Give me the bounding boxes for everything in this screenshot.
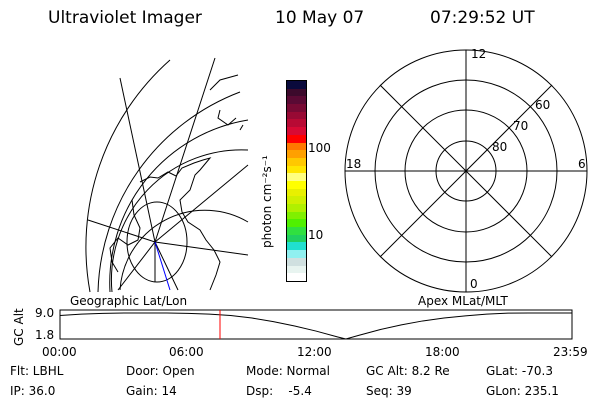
filter-info: Flt: LBHL (10, 364, 64, 378)
mlat-80: 80 (492, 140, 508, 154)
colorbar-band (287, 134, 306, 143)
colorbar-band (287, 165, 306, 174)
colorbar-band (287, 111, 306, 120)
colorbar-band (287, 211, 306, 220)
latitude-arc (85, 59, 171, 293)
latitude-arc (97, 91, 241, 293)
mode-info: Mode: Normal (246, 364, 330, 378)
altitude-curve (59, 312, 572, 340)
xtick-0600: 06:00 (169, 345, 204, 359)
mlat-60: 60 (535, 98, 551, 112)
colorbar-band (287, 88, 306, 97)
time-label: 07:29:52 UT (430, 8, 535, 28)
colorbar-band (287, 119, 306, 128)
colorbar-band (287, 81, 306, 89)
ytick-1-8: 1.8 (35, 328, 55, 342)
glat-info: GLat: -70.3 (486, 364, 553, 378)
ytick-9: 9.0 (35, 306, 55, 320)
colorbar-band (287, 150, 306, 158)
date-label: 10 May 07 (275, 8, 365, 28)
xtick-2359: 23:59 (553, 345, 588, 359)
latitude-arc (119, 209, 249, 291)
colorbar-band (287, 180, 306, 189)
xtick-1800: 18:00 (425, 345, 460, 359)
seq-info: Seq: 39 (366, 384, 412, 398)
coastline (139, 157, 221, 291)
door-info: Door: Open (126, 364, 195, 378)
colorbar-band (287, 157, 306, 166)
ip-info: IP: 36.0 (10, 384, 56, 398)
colorbar-band (287, 188, 306, 197)
instrument-title: Ultraviolet Imager (48, 8, 202, 28)
gain-info: Gain: 14 (126, 384, 177, 398)
mlt-0: 0 (470, 277, 478, 291)
glon-info: GLon: 235.1 (486, 384, 559, 398)
latitude-circle (126, 201, 188, 283)
xtick-1200: 12:00 (297, 345, 332, 359)
colorbar-band (287, 127, 306, 135)
colorbar-tick-100: 100 (308, 141, 331, 155)
meridian-line (119, 77, 156, 243)
colorbar-band (287, 257, 306, 266)
mlt-18: 18 (346, 157, 362, 171)
mlat-70: 70 (513, 119, 529, 133)
altitude-plot-frame (59, 309, 573, 340)
colorbar-band (287, 104, 306, 112)
colorbar-band (287, 250, 306, 258)
meridian-line (154, 164, 249, 243)
track-line (154, 241, 171, 291)
colorbar-band (287, 265, 306, 274)
colorbar-band (287, 196, 306, 204)
colorbar-band (287, 242, 306, 251)
coastline (209, 74, 244, 131)
geographic-label: Geographic Lat/Lon (70, 294, 188, 308)
colorbar-band (287, 227, 306, 235)
dsp-info: Dsp: -5.4 (246, 384, 312, 398)
colorbar-band (287, 234, 306, 243)
colorbar-band (287, 142, 306, 151)
meridian-line (154, 57, 216, 243)
coastline (109, 199, 141, 273)
colorbar-tick-10: 10 (308, 228, 324, 242)
xtick-0000: 00:00 (42, 345, 77, 359)
latitude-arc (110, 149, 249, 293)
colorbar-band (287, 273, 306, 281)
mlt-6: 6 (578, 157, 586, 171)
colorbar-band (287, 204, 306, 212)
apex-label: Apex MLat/MLT (418, 294, 508, 308)
colorbar-band (287, 173, 306, 181)
mlt-12: 12 (471, 47, 487, 61)
gc-alt-info: GC Alt: 8.2 Re (366, 364, 450, 378)
colorbar-band (287, 219, 306, 228)
altitude-ylabel: GC Alt (12, 308, 26, 346)
colorbar (286, 80, 307, 282)
colorbar-band (287, 96, 306, 105)
